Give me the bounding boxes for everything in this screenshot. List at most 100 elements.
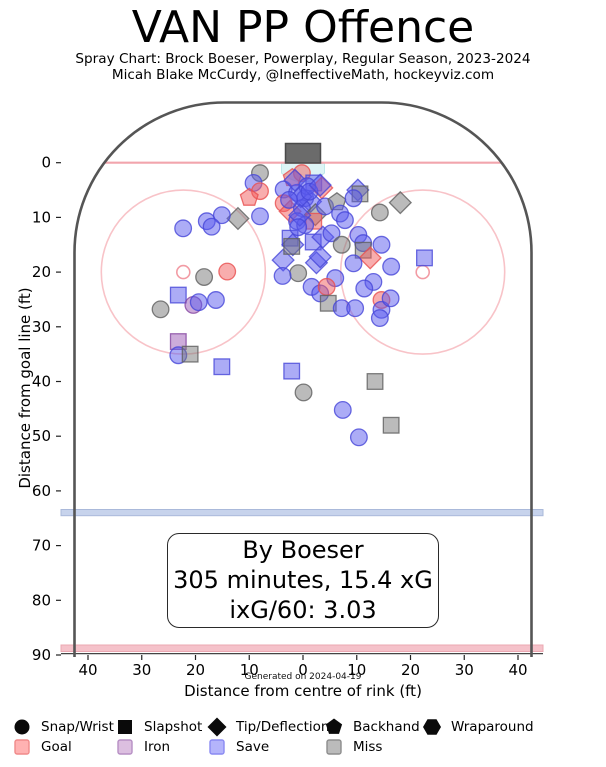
shot-marker-circle-save (349, 428, 368, 447)
legend-label-snap-wrist: Snap/Wrist (41, 719, 114, 735)
axis-tick-label: 60 (32, 482, 51, 500)
shot-marker-circle-save (335, 211, 354, 230)
rink-plot: 40 30 20 10 0 10 20 30 40 0 10 20 30 40 50 60 70 80 90 (32, 101, 544, 679)
info-box-ixg-rate: ixG/60: 3.03 (229, 596, 377, 624)
shot-markers-layer (151, 164, 433, 447)
author-credit: Micah Blake McCurdy, @IneffectiveMath, h… (111, 67, 495, 83)
shot-marker-circle-save (289, 218, 308, 237)
legend-item-slapshot: Slapshot (115, 717, 202, 737)
axis-tick-label: 40 (78, 661, 97, 679)
axis-tick-label: 30 (455, 661, 474, 679)
axis-tick-label: 90 (32, 646, 51, 664)
shot-marker-square-miss (366, 373, 384, 390)
shot-marker-square-miss (181, 345, 199, 363)
legend-label-tip-deflection: Tip/Deflection (236, 719, 330, 735)
legend-item-backhand: Backhand (324, 717, 420, 737)
shot-marker-square-save (416, 249, 433, 267)
legend-label-goal: Goal (41, 739, 72, 755)
legend-item-wraparound: Wraparound (422, 717, 534, 737)
axis-ticks-layer: 40 30 20 10 0 10 20 30 40 0 10 20 30 40 50 60 70 80 90 (32, 154, 528, 679)
legend-item-goal: Goal (12, 737, 72, 757)
legend-item-snap-wrist: Snap/Wrist (12, 717, 114, 737)
axis-tick-label: 70 (32, 537, 51, 555)
info-box-player: By Boeser (242, 536, 364, 564)
shot-marker-square-save (169, 286, 187, 304)
shot-marker-circle-save (372, 235, 391, 254)
legend-item-iron: Iron (115, 737, 170, 757)
shot-marker-pentagon-goal (239, 187, 259, 206)
iron-color-swatch (117, 739, 133, 755)
legend-label-slapshot: Slapshot (144, 719, 203, 735)
shot-marker-circle-miss (289, 264, 308, 283)
axis-tick-label: 0 (298, 661, 308, 679)
shot-marker-square-save (283, 362, 301, 380)
legend-item-tip-deflection: Tip/Deflection (207, 717, 330, 737)
shot-marker-circle-miss (195, 268, 214, 286)
shot-marker-diamond-miss (226, 206, 250, 231)
shot-marker-diamond-save (308, 245, 332, 269)
legend-item-save: Save (207, 737, 269, 757)
legend-label-miss: Miss (353, 739, 383, 755)
axis-tick-label: 10 (32, 208, 51, 226)
shot-marker-circle-miss (151, 300, 170, 319)
slapshot-square-icon (118, 720, 132, 734)
axis-tick-label: 20 (401, 661, 420, 679)
axis-tick-label: 30 (132, 661, 151, 679)
shot-marker-circle-save (322, 224, 341, 243)
shot-marker-diamond-miss (388, 190, 413, 215)
axis-tick-label: 50 (32, 427, 51, 445)
shot-marker-circle-goal (218, 262, 237, 281)
shot-marker-circle-save (382, 257, 401, 276)
shot-marker-square-save (213, 358, 231, 376)
shot-marker-circle-save (251, 207, 269, 226)
goal-color-swatch (14, 739, 30, 755)
chart-subtitle: Spray Chart: Brock Boeser, Powerplay, Re… (75, 51, 531, 67)
axis-tick-label: 80 (32, 591, 51, 609)
axis-tick-label: 20 (32, 263, 51, 281)
axis-tick-label: 30 (32, 318, 51, 336)
axis-tick-label: 20 (186, 661, 205, 679)
shot-marker-square-miss (382, 416, 400, 434)
axis-tick-label: 40 (32, 373, 51, 391)
legend-label-wraparound: Wraparound (451, 719, 534, 735)
shot-marker-circle-save (355, 279, 374, 298)
shot-marker-square-miss (283, 237, 301, 255)
shot-marker-circle-save (280, 190, 298, 209)
shot-marker-circle-save (346, 299, 365, 318)
shot-marker-circle-save (344, 254, 363, 273)
blue-line (60, 509, 544, 517)
shot-marker-circle-save (273, 266, 292, 285)
backhand-pentagon-icon (325, 718, 343, 734)
faceoff-dot-right (415, 264, 431, 280)
shot-marker-diamond-save (308, 173, 332, 197)
info-box: By Boeser 305 minutes, 15.4 xG ixG/60: 3… (167, 533, 439, 628)
goal-net (284, 142, 322, 164)
shot-marker-circle-save (344, 189, 363, 208)
axis-tick-label: 0 (41, 154, 51, 172)
shot-marker-circle-save (174, 219, 193, 238)
shot-marker-circle-miss (332, 235, 351, 254)
legend-item-miss: Miss (324, 737, 382, 757)
shot-marker-circle-miss (370, 203, 389, 222)
info-box-minutes-xg: 305 minutes, 15.4 xG (173, 566, 433, 594)
legend-label-iron: Iron (144, 739, 171, 755)
snap-wrist-circle-icon (14, 719, 30, 735)
faceoff-dot-left (176, 264, 191, 280)
rink-boards (73, 101, 533, 657)
axis-tick-label: 10 (347, 661, 366, 679)
tip-deflection-diamond-icon (207, 717, 227, 737)
shot-marker-circle-save (381, 289, 400, 308)
shot-marker-circle-save (212, 206, 231, 225)
axis-tick-label: 40 (508, 661, 527, 679)
shot-marker-circle-save (333, 400, 352, 419)
wraparound-hexagon-icon (423, 719, 441, 735)
shot-marker-circle-save (206, 291, 225, 309)
generated-note: Generated on 2024-04-19 (244, 672, 362, 682)
page-title: VAN PP Offence (131, 2, 475, 53)
shot-marker-circle-save (189, 293, 208, 312)
shot-marker-circle-save (370, 309, 389, 327)
legend-label-save: Save (236, 739, 270, 755)
legend-label-backhand: Backhand (353, 719, 420, 735)
miss-color-swatch (326, 739, 342, 755)
center-red-line (60, 644, 544, 652)
